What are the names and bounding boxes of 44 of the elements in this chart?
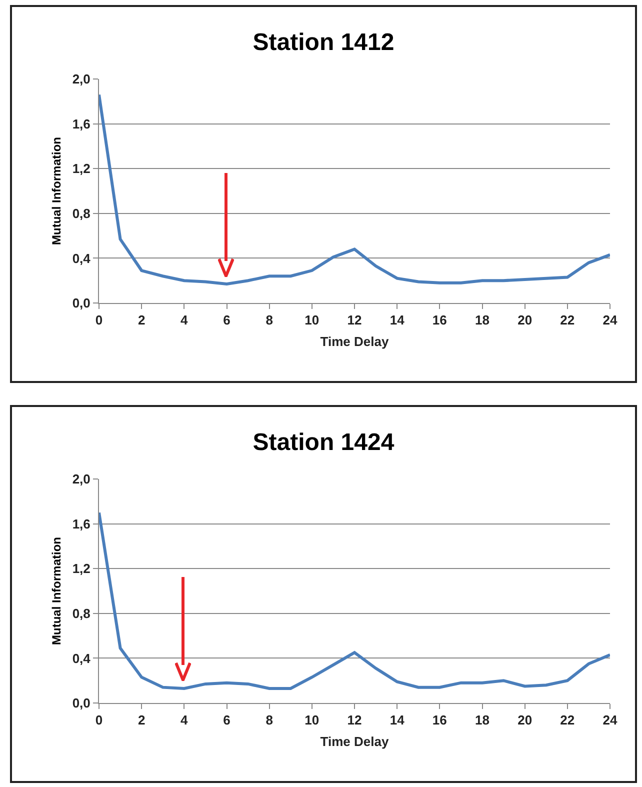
- x-tick-label: 14: [390, 312, 406, 328]
- x-tick-label: 20: [518, 312, 532, 328]
- x-tick-label: 4: [180, 712, 189, 728]
- y-tick-label: 2,0: [72, 72, 90, 87]
- x-tick-label: 22: [560, 312, 575, 328]
- x-tick-label: 12: [347, 712, 362, 728]
- x-tick-label: 6: [223, 312, 230, 328]
- chart-title: Station 1412: [252, 28, 394, 56]
- x-tick-label: 4: [180, 312, 189, 328]
- y-axis-title: Mutual Information: [50, 137, 64, 245]
- y-tick-label: 0,4: [72, 250, 92, 266]
- y-tick-label: 2,0: [72, 472, 90, 487]
- x-tick-label: 12: [347, 312, 362, 328]
- x-axis-title: Time Delay: [320, 334, 390, 350]
- y-tick-label: 0,4: [72, 650, 92, 666]
- y-tick-label: 0,0: [72, 296, 90, 311]
- x-tick-label: 24: [602, 712, 618, 728]
- y-tick-label: 0,8: [72, 206, 90, 221]
- x-axis-title: Time Delay: [320, 734, 390, 750]
- x-tick-label: 2: [138, 712, 146, 728]
- x-tick-label: 16: [432, 712, 447, 728]
- x-tick-label: 14: [390, 712, 406, 728]
- x-tick-label: 16: [432, 312, 447, 328]
- y-tick-label: 1,2: [72, 161, 90, 176]
- x-tick-label: 22: [560, 712, 575, 728]
- x-tick-label: 10: [304, 712, 320, 728]
- y-tick-label: 1,2: [72, 561, 90, 576]
- y-tick-label: 1,6: [72, 516, 90, 532]
- x-tick-label: 18: [475, 712, 490, 728]
- x-tick-label: 18: [475, 312, 490, 328]
- x-tick-label: 2: [138, 312, 146, 328]
- x-tick-label: 8: [266, 712, 273, 728]
- x-tick-label: 0: [95, 712, 103, 728]
- chart-title: Station 1424: [252, 428, 395, 456]
- x-tick-label: 24: [602, 312, 618, 328]
- x-tick-label: 0: [95, 312, 103, 328]
- y-tick-label: 1,6: [72, 116, 90, 132]
- x-tick-label: 8: [266, 312, 273, 328]
- x-tick-label: 6: [223, 712, 230, 728]
- x-tick-label: 20: [518, 712, 532, 728]
- y-tick-label: 0,8: [72, 606, 90, 621]
- y-tick-label: 0,0: [72, 696, 90, 711]
- y-axis-title: Mutual Information: [50, 537, 64, 645]
- x-tick-label: 10: [304, 312, 320, 328]
